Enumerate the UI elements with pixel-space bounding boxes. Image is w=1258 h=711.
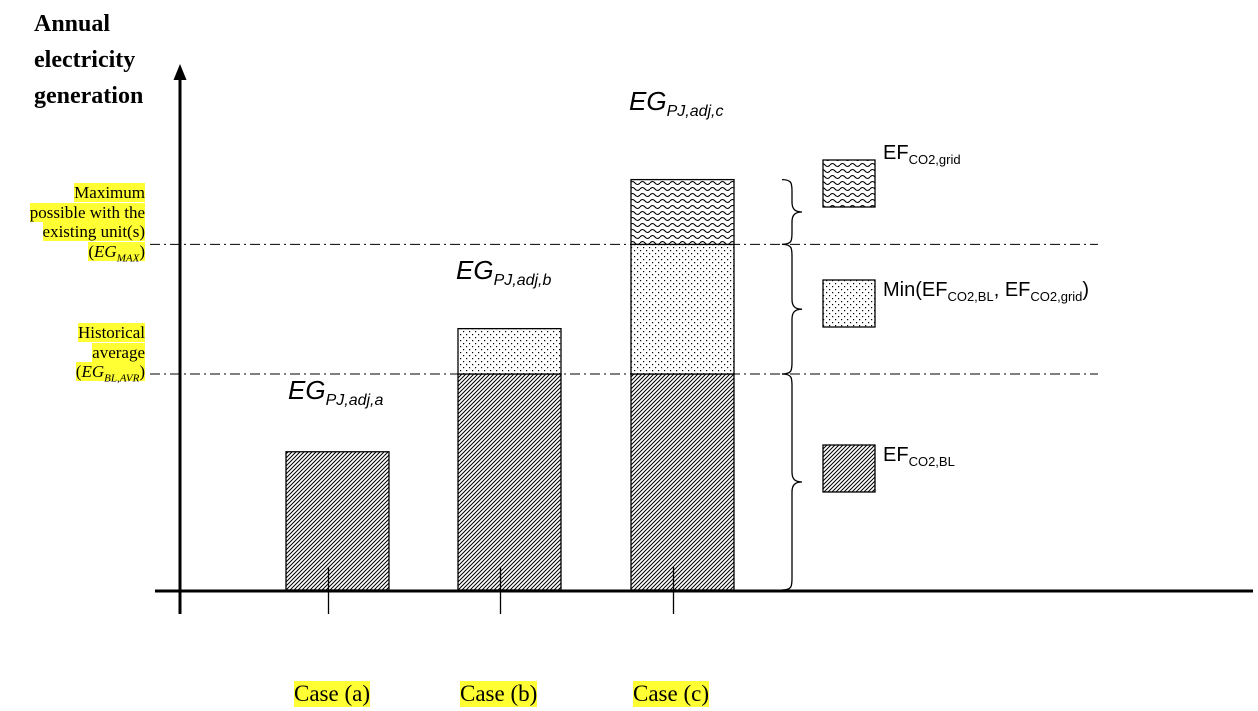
legend-swatch-waves — [822, 159, 876, 208]
bar-segment-diagonal — [457, 373, 562, 591]
bar-label-case-c: EGPJ,adj,c — [629, 86, 724, 121]
bar-label-base: EG — [456, 255, 494, 285]
legend-label-bl: EFCO2,BL — [883, 444, 955, 469]
ref-symbol-base: EG — [81, 362, 105, 381]
legend-sub: CO2,BL — [947, 289, 994, 304]
bar-segment-diagonal — [630, 373, 735, 591]
ref-label-line: existing unit(s) — [42, 222, 145, 241]
bar-label-sub: PJ,adj,b — [493, 272, 552, 289]
maximum-reference-label: Maximum possible with the existing unit(… — [29, 183, 145, 268]
legend-label-grid: EFCO2,grid — [883, 142, 961, 167]
y-axis-title-line: Annual — [34, 11, 111, 37]
bar-label-sub: PJ,adj,c — [666, 103, 724, 120]
legend-base: EF — [883, 142, 909, 164]
legend-base: EF — [883, 444, 909, 466]
ref-symbol-sub: MAX — [116, 251, 140, 264]
legend-part: , EF — [993, 279, 1031, 301]
legend-sub: CO2,grid — [908, 152, 961, 167]
y-axis-title-line: electricity — [34, 47, 136, 73]
legend-sub: CO2,BL — [908, 454, 955, 469]
bar-label-base: EG — [288, 375, 326, 405]
ref-label-line: Maximum — [74, 183, 145, 202]
curly-brace — [781, 178, 803, 246]
category-label-case-c: Case (c) — [633, 681, 709, 707]
bar-segment-dots — [630, 243, 735, 375]
curly-brace — [781, 373, 803, 591]
bar-label-sub: PJ,adj,a — [325, 392, 384, 409]
legend-label-min: Min(EFCO2,BL, EFCO2,grid) — [883, 279, 1089, 304]
ref-label-symbol: (EGBL,AVR) — [75, 362, 145, 385]
legend-sub: CO2,grid — [1030, 289, 1083, 304]
legend-swatch-dots — [822, 279, 876, 328]
curly-brace — [781, 243, 803, 375]
ref-label-line: Historical — [77, 323, 145, 342]
bar-segment-waves — [630, 178, 735, 246]
bar-segment-diagonal — [285, 451, 390, 591]
bar-label-case-a: EGPJ,adj,a — [288, 375, 383, 410]
y-axis-arrowhead — [173, 64, 187, 80]
ref-symbol-sub: BL,AVR — [104, 372, 140, 385]
bar-segment-dots — [457, 327, 562, 375]
ref-label-symbol: (EGMAX) — [88, 241, 145, 264]
legend-swatch-diagonal — [822, 444, 876, 493]
y-axis-title: Annual electricity generation — [34, 6, 143, 114]
bar-label-base: EG — [629, 86, 667, 116]
historical-reference-label: Historical average (EGBL,AVR) — [75, 323, 145, 389]
category-label-case-b: Case (b) — [460, 681, 538, 707]
legend-part: ) — [1082, 279, 1090, 301]
y-axis-title-line: generation — [34, 83, 144, 109]
bar-label-case-b: EGPJ,adj,b — [456, 255, 551, 290]
ref-symbol-base: EG — [94, 241, 117, 261]
category-label-case-a: Case (a) — [294, 681, 370, 707]
ref-label-line: possible with the — [29, 202, 145, 222]
ref-label-line: average — [92, 342, 145, 362]
legend-part: Min(EF — [883, 279, 948, 301]
